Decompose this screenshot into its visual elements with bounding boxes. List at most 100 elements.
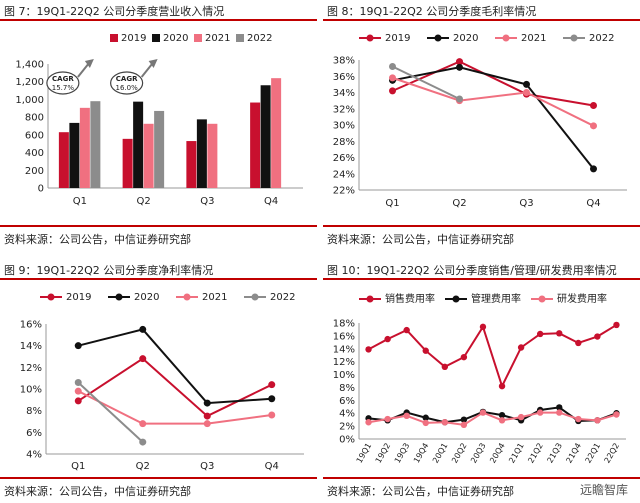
fig9-point-2020 xyxy=(268,395,276,403)
fig8-xtick-label: Q2 xyxy=(452,198,466,209)
fig7-ytick-label: 800 xyxy=(25,113,44,124)
fig10-xtick-label: 22Q2 xyxy=(603,442,622,465)
fig8-point-2021 xyxy=(590,122,597,130)
fig8-ytick-label: 24% xyxy=(333,169,355,180)
fig10-point-研发费用率 xyxy=(479,409,487,416)
fig9-legend-label: 2020 xyxy=(134,292,159,303)
fig8-point-2019 xyxy=(456,58,463,66)
fig10-point-销售费用率 xyxy=(365,346,372,353)
fig10-chart: 销售费用率 管理费用率 研发费用率 0% 2% 4% 6% 8% 10% 12% 14% 16%18%… xyxy=(333,292,626,465)
fig7-source: 资料来源：公司公告，中信证券研究部 xyxy=(4,233,191,246)
fig10-point-研发费用率 xyxy=(536,409,544,416)
fig10-point-管理费用率 xyxy=(460,416,468,423)
fig10-ytick-label: 0% xyxy=(339,435,355,446)
fig9-line-2021 xyxy=(77,390,272,425)
fig9-chart: 2019 2020 2021 2022 4% 6% 8% 10% 12% 14% 16% Q1 Q2 Q3… xyxy=(20,292,304,472)
fig8-ytick-label: 38% xyxy=(333,56,355,67)
fig9-ytick-label: 4% xyxy=(26,450,42,461)
fig7-ytick-label: 400 xyxy=(25,148,44,159)
fig9-ytick-label: 6% xyxy=(26,428,42,439)
fig10-legend-label: 研发费用率 xyxy=(557,292,607,305)
fig8-xtick-label: Q3 xyxy=(519,198,533,209)
fig10-xtick-label: 20Q2 xyxy=(450,442,469,465)
fig10-line-研发费用率 xyxy=(368,411,617,426)
fig10-ytick-label: 14% xyxy=(333,344,355,355)
fig8-legend-label: 2020 xyxy=(453,33,478,44)
fig9-ytick-label: 10% xyxy=(20,385,42,396)
fig10-point-研发费用率 xyxy=(517,413,525,421)
fig9-ytick-label: 8% xyxy=(26,406,42,417)
fig9-panel: 图 9：19Q1-22Q2 公司分季度净利率情况 资料来源：公司公告，中信证券研究… xyxy=(0,259,317,503)
fig9-legend-label: 2019 xyxy=(66,292,91,303)
fig8-point-2020 xyxy=(523,80,530,88)
fig7-bar-2021 xyxy=(271,78,282,188)
fig7-ytick-label: 1,200 xyxy=(15,77,44,88)
fig9-title-rule xyxy=(0,278,317,280)
fig8-legend-marker xyxy=(570,34,578,42)
fig8-title: 图 8：19Q1-22Q2 公司分季度毛利率情况 xyxy=(327,5,537,18)
fig9-point-2019 xyxy=(139,355,147,363)
fig7-xtick-label: Q3 xyxy=(200,196,214,207)
fig7-panel: 图 7：19Q1-22Q2 公司分季度营业收入情况 资料来源：公司公告，中信证券研… xyxy=(0,0,317,251)
fig7-xtick-label: Q4 xyxy=(264,196,278,207)
fig7-cagr-bubble xyxy=(110,71,144,95)
fig7-legend-label: 2020 xyxy=(163,33,188,44)
fig7-chart: 2019 2020 2021 2022 0 200 400 600 800 1,000 1,200 1… xyxy=(15,33,303,207)
fig10-point-研发费用率 xyxy=(575,415,582,423)
fig10-point-销售费用率 xyxy=(460,353,468,361)
fig10-point-销售费用率 xyxy=(613,321,620,329)
fig7-bar-2020 xyxy=(260,85,271,188)
fig7-legend-swatch xyxy=(110,34,118,42)
fig9-point-2021 xyxy=(139,420,147,428)
fig8-ytick-label: 28% xyxy=(333,137,355,148)
fig8-point-2019 xyxy=(590,102,597,109)
fig7-ytick-label: 1,400 xyxy=(15,60,44,71)
fig10-xtick-label: 19Q4 xyxy=(412,442,431,465)
fig8-ytick-label: 36% xyxy=(333,72,355,83)
fig9-legend-marker xyxy=(115,293,123,301)
fig8-legend-label: 2019 xyxy=(385,33,410,44)
fig9-line-2022 xyxy=(77,381,144,443)
fig7-bar-2019 xyxy=(58,132,69,188)
fig9-point-2019 xyxy=(74,397,82,405)
fig10-point-销售费用率 xyxy=(594,333,601,340)
fig10-point-销售费用率 xyxy=(556,330,563,337)
fig10-xtick-label: 19Q3 xyxy=(393,442,412,465)
fig8-xtick-label: Q1 xyxy=(385,198,399,209)
fig10-ytick-label: 12% xyxy=(333,357,355,368)
watermark: 远瞻智库 xyxy=(575,480,632,499)
fig8-ytick-label: 34% xyxy=(333,88,355,99)
fig10-ytick-label: 4% xyxy=(339,409,355,420)
fig10-point-管理费用率 xyxy=(422,414,429,421)
fig7-legend-swatch xyxy=(236,34,244,42)
fig7-bar-2019 xyxy=(122,138,133,188)
fig10-legend-marker xyxy=(452,295,460,303)
fig10-point-研发费用率 xyxy=(498,417,506,424)
fig9-point-2021 xyxy=(203,420,211,428)
fig7-legend-label: 2021 xyxy=(205,33,230,44)
fig8-line-2020 xyxy=(392,66,595,170)
fig9-source: 资料来源：公司公告，中信证券研究部 xyxy=(4,485,191,498)
fig10-point-研发费用率 xyxy=(422,419,429,427)
fig10-point-研发费用率 xyxy=(403,412,410,419)
fig8-source-rule xyxy=(323,225,640,227)
fig10-point-研发费用率 xyxy=(460,421,468,429)
fig10-point-销售费用率 xyxy=(403,326,410,334)
fig9-xtick-label: Q4 xyxy=(265,461,279,472)
fig10-title: 图 10：19Q1-22Q2 公司分季度销售/管理/研发费用率情况 xyxy=(327,264,617,277)
fig7-bar-2021 xyxy=(143,123,154,188)
fig10-xtick-label: 21Q4 xyxy=(564,442,583,465)
fig7-bar-2020 xyxy=(133,101,144,188)
fig7-title-rule xyxy=(0,19,317,21)
fig10-xtick-label: 22Q1 xyxy=(584,442,603,465)
fig7-bar-2022 xyxy=(154,110,165,188)
fig10-point-研发费用率 xyxy=(594,417,601,424)
fig10-xtick-label: 19Q1 xyxy=(355,442,374,465)
fig7-legend-label: 2022 xyxy=(247,33,272,44)
fig8-title-rule xyxy=(323,19,640,21)
fig7-bar-2020 xyxy=(69,122,80,188)
fig7-bar-2019 xyxy=(186,141,197,188)
fig9-legend-marker xyxy=(47,293,55,301)
fig9-line-2020 xyxy=(78,328,272,405)
fig10-point-销售费用率 xyxy=(422,347,429,354)
